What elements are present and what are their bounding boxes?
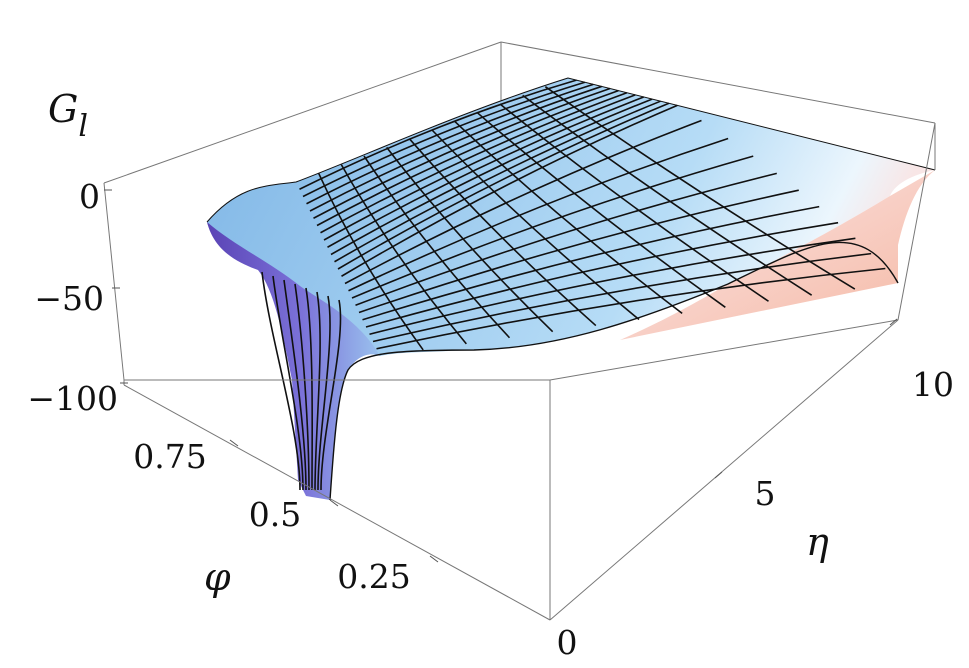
mesh-line-phi [313,87,611,219]
mesh-line-eta [408,138,597,327]
mesh-line-phi [372,252,872,343]
z-axis: Gl 0 −50 −100 [27,87,118,418]
mesh-line-phi [320,92,628,234]
mesh-line-phi [344,119,702,285]
surface-3d [206,77,936,501]
mesh-line-eta [386,146,554,333]
mesh-line-eta [340,164,467,345]
mesh-line-phi [358,189,799,314]
bounding-box-front [123,122,936,621]
mesh-line-eta [476,112,726,308]
mesh-line-phi [334,100,661,263]
surface-warm-region [620,170,935,340]
mesh-line-phi [299,79,577,190]
mesh-line-phi [323,94,636,241]
mesh-line-phi [316,89,619,227]
mesh-line-well [294,283,310,491]
phi-axis-title: φ [204,555,231,599]
mesh-line-phi [327,96,644,248]
tick-marks [104,189,898,563]
mesh-line-phi [302,81,586,198]
mesh-line-eta [544,86,856,290]
phi-tick-label: 0.5 [249,495,301,534]
surface-well [207,222,380,500]
mesh-line-eta [454,120,683,315]
mesh-line-well [261,271,301,491]
z-axis-title: Gl [48,87,88,144]
z-tick-label: 0 [79,177,100,216]
mesh-line-phi [306,83,594,205]
mesh-line-phi [341,104,678,277]
mesh-line-phi [348,137,729,292]
mesh-line-eta [431,129,640,321]
z-tick-label: −50 [34,279,104,318]
eta-tick-label: 0 [557,623,578,662]
phi-tick-label: 0.75 [133,437,206,476]
mesh-line-well [283,279,307,491]
mesh-line-phi [355,172,777,306]
phi-axis: φ 0.75 0.5 0.25 [133,437,410,599]
mesh-line-eta [522,94,813,296]
mesh-line-well [317,295,331,491]
mesh-line-eta [363,155,511,339]
phi-tick-label: 0.25 [337,557,410,596]
mesh-line-well [320,299,342,491]
eta-tick-label: 5 [755,474,776,513]
mesh-line-phi [337,102,670,270]
surface-mesh [261,79,886,491]
surface-front-edge [329,241,899,501]
z-tick-label: −100 [27,379,118,418]
eta-axis-title: η [806,520,829,564]
surface-back-edge [206,77,936,223]
mesh-line-phi [362,205,820,321]
eta-tick-label: 10 [912,365,954,404]
mesh-line-phi [351,155,754,299]
eta-axis: η 0 5 10 [557,365,955,662]
mesh-line-well [314,291,321,491]
mesh-line-eta [499,103,769,302]
mesh-line-phi [376,267,886,350]
mesh-line-phi [330,98,653,256]
mesh-line-well [272,275,304,491]
mesh-line-phi [365,221,839,328]
mesh-line-well [305,287,314,491]
mesh-line-eta [317,173,424,351]
